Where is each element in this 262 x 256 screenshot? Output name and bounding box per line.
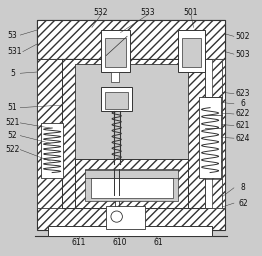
Text: 5: 5 <box>10 69 15 78</box>
Bar <box>62 59 205 208</box>
Text: 531: 531 <box>8 47 22 56</box>
Text: 533: 533 <box>141 8 155 17</box>
Text: 51: 51 <box>8 103 17 112</box>
Bar <box>62 59 205 208</box>
Text: 503: 503 <box>236 50 250 59</box>
Circle shape <box>111 211 122 222</box>
Text: 502: 502 <box>236 32 250 41</box>
Text: 8: 8 <box>241 183 245 192</box>
Bar <box>205 59 225 208</box>
Text: 610: 610 <box>112 238 127 247</box>
Bar <box>212 59 222 208</box>
Text: 611: 611 <box>72 238 86 247</box>
Bar <box>105 38 126 67</box>
Bar <box>111 72 119 82</box>
Bar <box>85 169 178 200</box>
Bar <box>182 38 201 67</box>
Text: 6: 6 <box>241 99 245 108</box>
Bar <box>91 178 173 198</box>
Text: 521: 521 <box>5 119 20 127</box>
Text: 501: 501 <box>184 8 198 17</box>
Bar <box>199 98 221 178</box>
Text: 532: 532 <box>94 8 108 17</box>
Text: 62: 62 <box>238 199 248 208</box>
Bar <box>101 30 130 72</box>
Text: 624: 624 <box>236 134 250 143</box>
Text: 61: 61 <box>154 238 163 247</box>
Bar <box>75 64 188 203</box>
Text: 622: 622 <box>236 110 250 119</box>
Bar <box>37 20 225 230</box>
Text: 623: 623 <box>236 89 250 98</box>
Bar <box>37 20 225 59</box>
Bar <box>105 92 128 109</box>
Text: 53: 53 <box>8 30 17 40</box>
Bar <box>205 59 222 208</box>
Bar <box>41 123 63 178</box>
Bar <box>178 30 205 72</box>
Text: 52: 52 <box>8 131 17 140</box>
Bar <box>101 87 132 111</box>
Bar <box>48 226 212 236</box>
Bar <box>37 59 62 208</box>
Bar <box>106 206 145 229</box>
Text: 522: 522 <box>5 145 20 154</box>
Text: 621: 621 <box>236 121 250 130</box>
Bar <box>75 158 188 208</box>
